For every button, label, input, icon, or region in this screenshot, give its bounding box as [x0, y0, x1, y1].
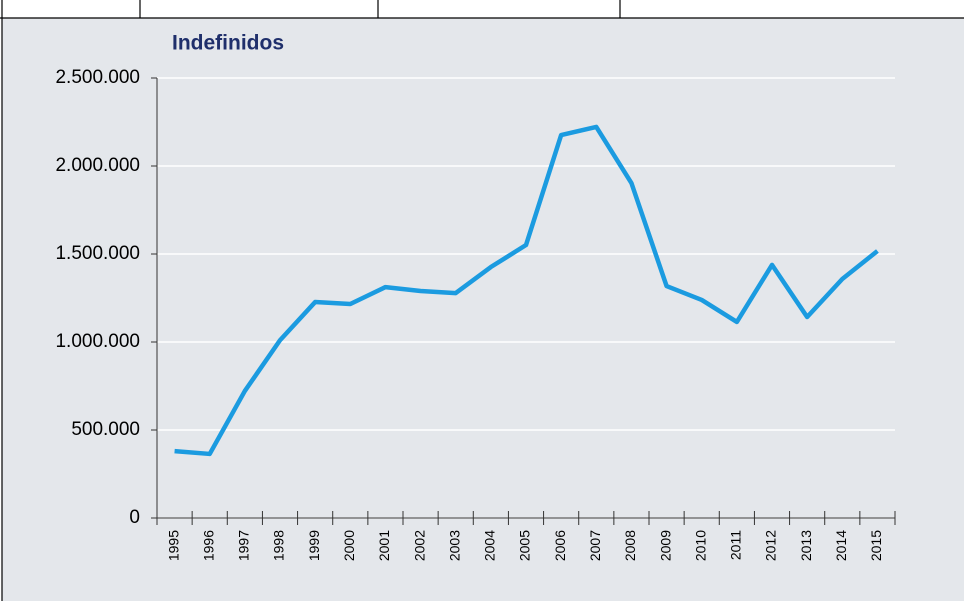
data-line [174, 124, 879, 457]
x-tick-label: 2006 [552, 530, 568, 561]
chart-title: Indefinidos [172, 32, 284, 55]
x-tick-label: 2012 [763, 530, 779, 561]
x-tick-label: 2002 [411, 530, 427, 561]
y-tick-label: 1.500.000 [55, 243, 140, 264]
x-tick-label: 1998 [271, 530, 287, 561]
y-tick-label: 500.000 [71, 419, 140, 440]
x-tick-label: 2001 [376, 530, 392, 561]
x-tick-label: 2011 [728, 530, 744, 560]
x-tick-label: 2009 [657, 530, 673, 561]
y-tick-label: 0 [129, 507, 140, 528]
x-tick-label: 2014 [833, 530, 849, 561]
x-tick-label: 1999 [306, 530, 322, 561]
x-tick-label: 1997 [236, 530, 252, 561]
x-tick-label: 2004 [482, 530, 498, 561]
x-tick-label: 2015 [868, 530, 884, 561]
x-tick-label: 2000 [341, 530, 357, 561]
x-tick-label: 2005 [517, 530, 533, 561]
y-tick-label: 1.000.000 [55, 331, 140, 352]
x-tick-label: 1996 [200, 530, 216, 561]
x-tick-label: 2013 [798, 530, 814, 561]
y-tick-label: 2.000.000 [55, 155, 140, 176]
x-tick-label: 2010 [692, 530, 708, 561]
x-tick-label: 1995 [165, 530, 181, 561]
x-tick-label: 2008 [622, 530, 638, 561]
x-tick-label: 2007 [587, 530, 603, 561]
chart-background [2, 18, 964, 601]
y-tick-label: 2.500.000 [55, 67, 140, 88]
x-tick-label: 2003 [446, 530, 462, 561]
